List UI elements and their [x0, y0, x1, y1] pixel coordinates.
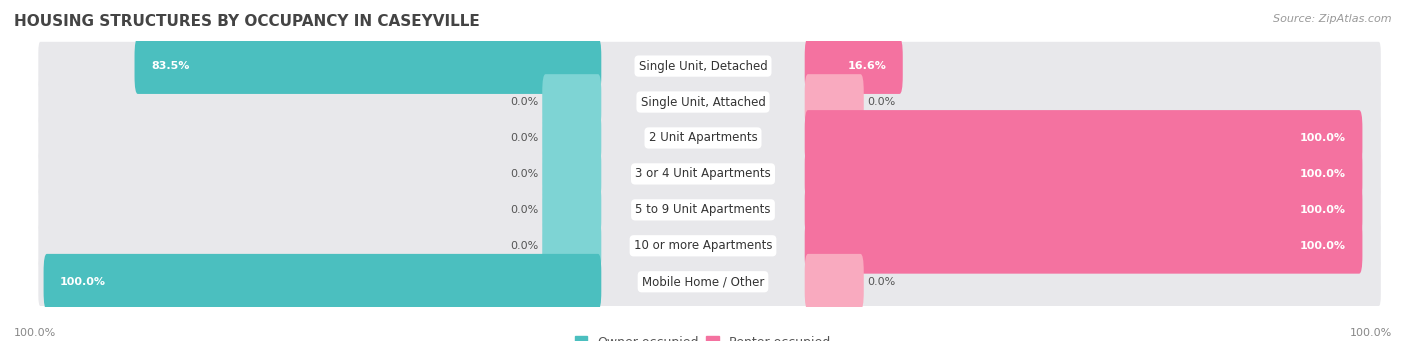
Text: 0.0%: 0.0%: [510, 205, 538, 215]
FancyBboxPatch shape: [804, 74, 863, 130]
Text: 0.0%: 0.0%: [510, 133, 538, 143]
Text: 100.0%: 100.0%: [1350, 328, 1392, 338]
FancyBboxPatch shape: [543, 146, 602, 202]
Text: 10 or more Apartments: 10 or more Apartments: [634, 239, 772, 252]
Text: 100.0%: 100.0%: [1301, 205, 1346, 215]
Text: 100.0%: 100.0%: [60, 277, 105, 287]
FancyBboxPatch shape: [44, 254, 602, 310]
FancyBboxPatch shape: [135, 38, 602, 94]
FancyBboxPatch shape: [38, 150, 1381, 198]
Text: 0.0%: 0.0%: [510, 241, 538, 251]
FancyBboxPatch shape: [38, 78, 1381, 126]
FancyBboxPatch shape: [38, 222, 1381, 270]
Text: Source: ZipAtlas.com: Source: ZipAtlas.com: [1274, 14, 1392, 24]
Text: 100.0%: 100.0%: [1301, 241, 1346, 251]
Text: 100.0%: 100.0%: [1301, 133, 1346, 143]
FancyBboxPatch shape: [38, 257, 1381, 306]
FancyBboxPatch shape: [804, 182, 1362, 238]
Text: 5 to 9 Unit Apartments: 5 to 9 Unit Apartments: [636, 203, 770, 216]
Text: 100.0%: 100.0%: [1301, 169, 1346, 179]
FancyBboxPatch shape: [38, 42, 1381, 90]
FancyBboxPatch shape: [38, 186, 1381, 234]
Text: 0.0%: 0.0%: [510, 97, 538, 107]
FancyBboxPatch shape: [38, 114, 1381, 162]
Text: 100.0%: 100.0%: [14, 328, 56, 338]
FancyBboxPatch shape: [804, 146, 1362, 202]
Text: 3 or 4 Unit Apartments: 3 or 4 Unit Apartments: [636, 167, 770, 180]
Legend: Owner-occupied, Renter-occupied: Owner-occupied, Renter-occupied: [575, 336, 831, 341]
Text: Mobile Home / Other: Mobile Home / Other: [641, 275, 765, 288]
FancyBboxPatch shape: [543, 74, 602, 130]
Text: Single Unit, Attached: Single Unit, Attached: [641, 95, 765, 108]
Text: 16.6%: 16.6%: [848, 61, 886, 71]
Text: 2 Unit Apartments: 2 Unit Apartments: [648, 132, 758, 145]
FancyBboxPatch shape: [804, 38, 903, 94]
Text: HOUSING STRUCTURES BY OCCUPANCY IN CASEYVILLE: HOUSING STRUCTURES BY OCCUPANCY IN CASEY…: [14, 14, 479, 29]
FancyBboxPatch shape: [543, 110, 602, 166]
Text: 0.0%: 0.0%: [868, 277, 896, 287]
Text: 0.0%: 0.0%: [868, 97, 896, 107]
FancyBboxPatch shape: [543, 218, 602, 273]
FancyBboxPatch shape: [804, 110, 1362, 166]
Text: Single Unit, Detached: Single Unit, Detached: [638, 60, 768, 73]
FancyBboxPatch shape: [804, 254, 863, 310]
Text: 0.0%: 0.0%: [510, 169, 538, 179]
Text: 83.5%: 83.5%: [150, 61, 190, 71]
FancyBboxPatch shape: [804, 218, 1362, 273]
FancyBboxPatch shape: [543, 182, 602, 238]
